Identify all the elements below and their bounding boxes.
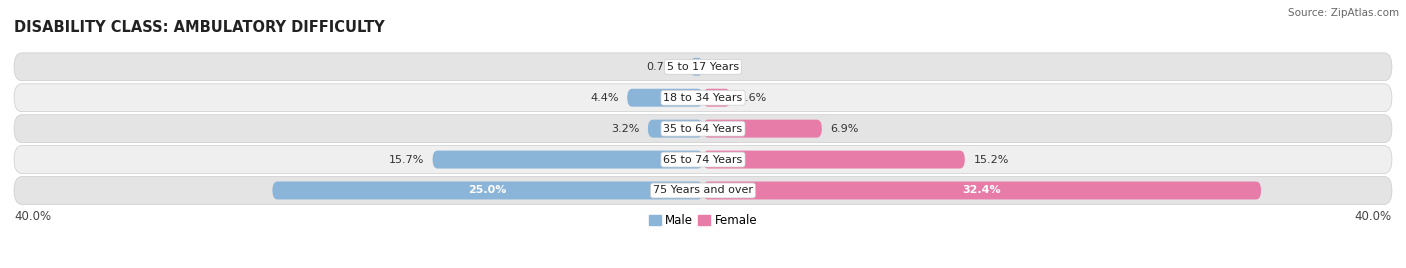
- Text: 0.75%: 0.75%: [647, 62, 682, 72]
- FancyBboxPatch shape: [273, 181, 703, 199]
- Text: 40.0%: 40.0%: [1355, 210, 1392, 223]
- Text: 15.7%: 15.7%: [388, 155, 425, 165]
- Text: 1.6%: 1.6%: [740, 93, 768, 103]
- Text: 25.0%: 25.0%: [468, 185, 508, 195]
- Text: 18 to 34 Years: 18 to 34 Years: [664, 93, 742, 103]
- Text: 3.2%: 3.2%: [610, 124, 640, 134]
- Text: 4.4%: 4.4%: [591, 93, 619, 103]
- FancyBboxPatch shape: [14, 146, 1392, 173]
- Text: 32.4%: 32.4%: [963, 185, 1001, 195]
- FancyBboxPatch shape: [703, 120, 823, 137]
- FancyBboxPatch shape: [703, 181, 1261, 199]
- FancyBboxPatch shape: [14, 53, 1392, 81]
- Text: 65 to 74 Years: 65 to 74 Years: [664, 155, 742, 165]
- FancyBboxPatch shape: [703, 151, 965, 169]
- FancyBboxPatch shape: [648, 120, 703, 137]
- FancyBboxPatch shape: [690, 58, 703, 76]
- Text: 35 to 64 Years: 35 to 64 Years: [664, 124, 742, 134]
- Text: Source: ZipAtlas.com: Source: ZipAtlas.com: [1288, 8, 1399, 18]
- Text: 75 Years and over: 75 Years and over: [652, 185, 754, 195]
- Text: DISABILITY CLASS: AMBULATORY DIFFICULTY: DISABILITY CLASS: AMBULATORY DIFFICULTY: [14, 20, 385, 35]
- Text: 0.0%: 0.0%: [711, 62, 740, 72]
- FancyBboxPatch shape: [703, 89, 731, 107]
- Text: 15.2%: 15.2%: [973, 155, 1008, 165]
- Text: 40.0%: 40.0%: [14, 210, 51, 223]
- Text: 5 to 17 Years: 5 to 17 Years: [666, 62, 740, 72]
- FancyBboxPatch shape: [627, 89, 703, 107]
- FancyBboxPatch shape: [14, 177, 1392, 204]
- Text: 6.9%: 6.9%: [831, 124, 859, 134]
- FancyBboxPatch shape: [14, 84, 1392, 112]
- FancyBboxPatch shape: [433, 151, 703, 169]
- Legend: Male, Female: Male, Female: [644, 210, 762, 232]
- FancyBboxPatch shape: [14, 115, 1392, 143]
